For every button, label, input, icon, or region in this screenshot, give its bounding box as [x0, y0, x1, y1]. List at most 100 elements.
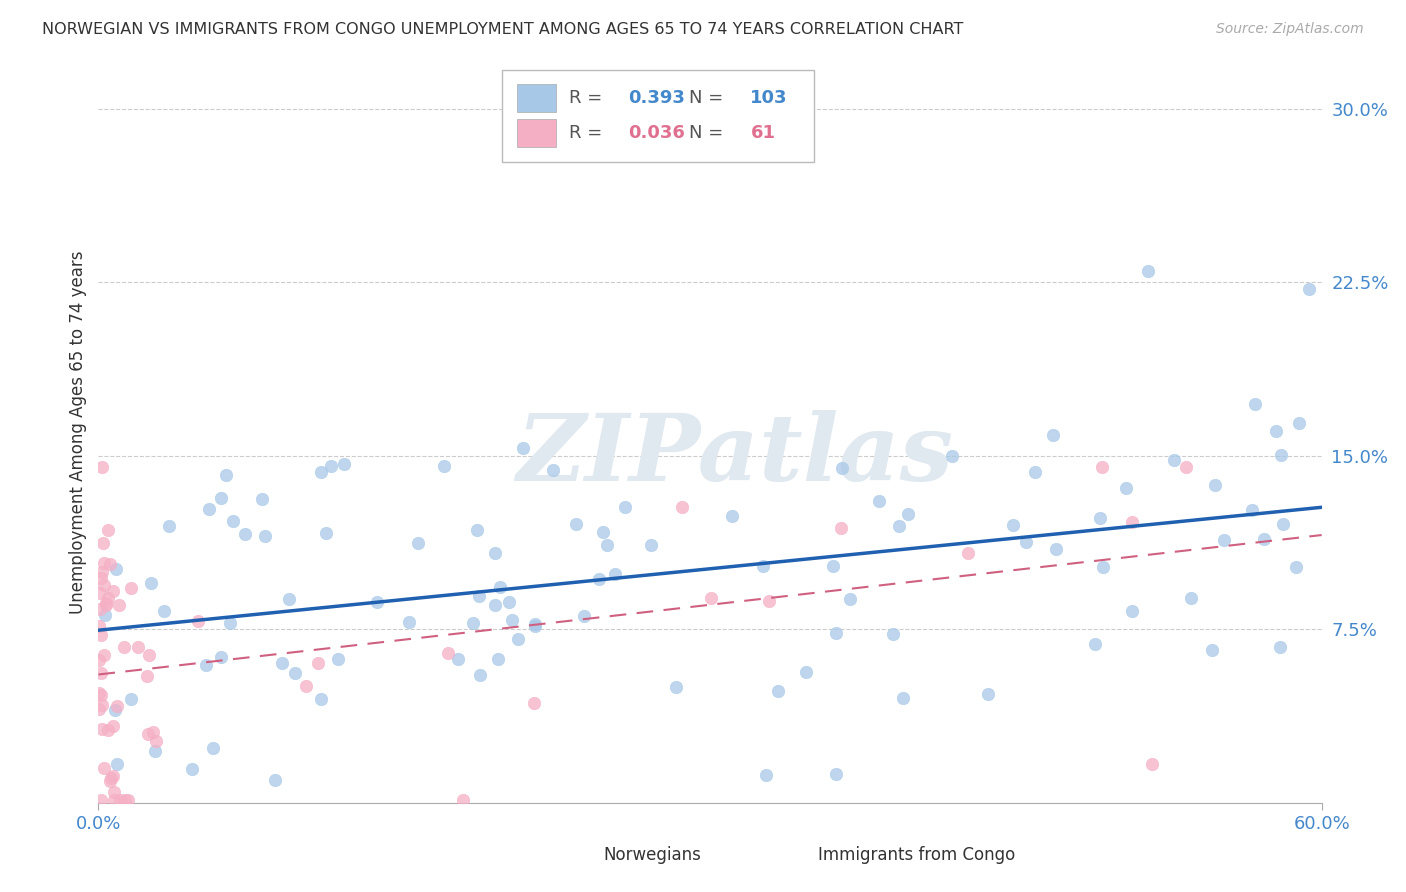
Point — [508, 632, 530, 646]
Point — [307, 656, 329, 670]
Point — [153, 604, 176, 618]
Point — [524, 617, 547, 632]
Point — [1298, 283, 1320, 297]
Point — [512, 441, 534, 455]
Point — [831, 461, 853, 475]
Point — [1265, 424, 1288, 438]
Point — [603, 567, 626, 582]
Point — [1204, 478, 1226, 492]
Point — [201, 740, 224, 755]
Point — [94, 598, 117, 612]
Point — [821, 559, 844, 574]
Point — [592, 525, 614, 540]
Point — [398, 615, 420, 629]
Point — [105, 561, 128, 575]
Point — [1115, 481, 1137, 495]
Point — [93, 556, 115, 570]
Point — [523, 696, 546, 710]
Text: R =: R = — [569, 89, 609, 107]
Point — [103, 785, 125, 799]
Point — [1088, 511, 1111, 525]
Point — [332, 457, 354, 471]
Point — [97, 591, 120, 606]
Point — [1272, 517, 1295, 532]
Point — [278, 591, 301, 606]
Point — [89, 619, 111, 633]
Point — [326, 652, 349, 666]
Point — [98, 558, 121, 572]
Point — [574, 608, 596, 623]
Point — [366, 594, 388, 608]
Point — [1270, 448, 1292, 462]
Text: 61: 61 — [751, 124, 775, 142]
Point — [89, 686, 111, 700]
FancyBboxPatch shape — [752, 838, 800, 871]
Point — [882, 627, 904, 641]
Text: 0.393: 0.393 — [628, 89, 685, 107]
Point — [486, 652, 509, 666]
Point — [91, 460, 114, 475]
Point — [484, 599, 506, 613]
Text: N =: N = — [689, 89, 730, 107]
Point — [264, 772, 287, 787]
Point — [897, 507, 920, 521]
Point — [825, 767, 848, 781]
Point — [94, 596, 117, 610]
Point — [253, 529, 276, 543]
Point — [91, 565, 114, 579]
Point — [114, 793, 136, 807]
Point — [830, 521, 852, 535]
Point — [138, 648, 160, 662]
Point — [136, 727, 159, 741]
Point — [97, 723, 120, 737]
Point — [461, 615, 484, 630]
Point — [271, 657, 294, 671]
Point — [103, 703, 125, 717]
Text: R =: R = — [569, 124, 609, 142]
Point — [1024, 465, 1046, 479]
Point — [87, 653, 110, 667]
Point — [1244, 397, 1267, 411]
Point — [588, 572, 610, 586]
Point — [108, 793, 131, 807]
Point — [720, 508, 742, 523]
Point — [98, 773, 121, 788]
Point — [90, 723, 112, 737]
Point — [87, 701, 110, 715]
Point — [90, 571, 112, 585]
Point — [887, 519, 910, 533]
Point — [541, 463, 564, 477]
Point — [1121, 515, 1143, 529]
Point — [1163, 452, 1185, 467]
Point — [956, 546, 979, 560]
Point — [447, 651, 470, 665]
Point — [112, 640, 135, 655]
Point — [1015, 534, 1038, 549]
Point — [93, 648, 115, 663]
Point — [180, 762, 202, 776]
Point — [89, 586, 111, 600]
Point — [90, 627, 112, 641]
Point — [93, 578, 115, 592]
Point — [90, 665, 112, 680]
Point — [1084, 637, 1107, 651]
Point — [565, 517, 588, 532]
Point — [484, 546, 506, 560]
Point — [233, 526, 256, 541]
Point — [596, 537, 619, 551]
Point — [1253, 532, 1275, 546]
Point — [755, 768, 778, 782]
Point — [89, 602, 111, 616]
Point — [1136, 263, 1159, 277]
Point — [1091, 460, 1114, 475]
Point — [700, 591, 723, 605]
Point — [91, 536, 114, 550]
Point — [1180, 591, 1202, 605]
Point — [143, 744, 166, 758]
Point — [868, 493, 890, 508]
Point — [665, 681, 688, 695]
Text: NORWEGIAN VS IMMIGRANTS FROM CONGO UNEMPLOYMENT AMONG AGES 65 TO 74 YEARS CORREL: NORWEGIAN VS IMMIGRANTS FROM CONGO UNEMP… — [42, 22, 963, 37]
Point — [93, 761, 115, 775]
Point — [209, 491, 232, 506]
Point — [284, 665, 307, 680]
